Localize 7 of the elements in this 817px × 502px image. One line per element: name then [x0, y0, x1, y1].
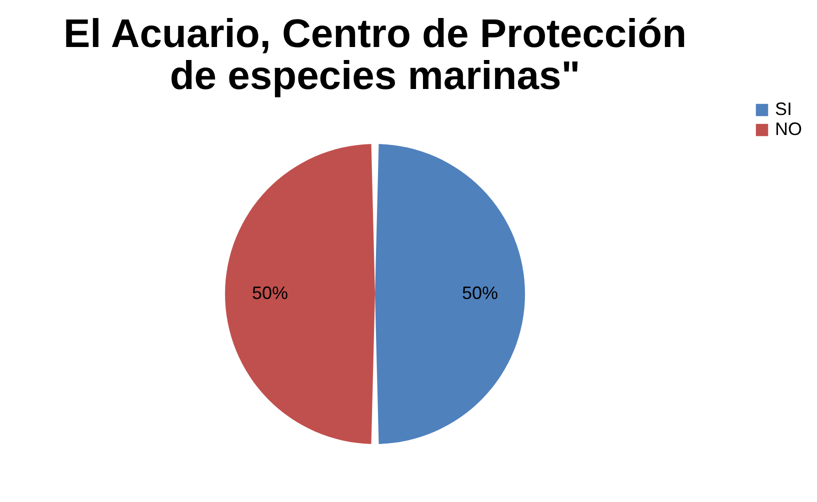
- pie-slice: [375, 144, 525, 444]
- legend-label: SI: [775, 99, 792, 119]
- pie-slice: [225, 144, 375, 444]
- chart-title: El Acuario, Centro de Protección de especies marinas": [63, 12, 687, 98]
- legend-label: NO: [775, 119, 802, 139]
- data-label: 50%: [252, 283, 288, 303]
- data-label: 50%: [462, 283, 498, 303]
